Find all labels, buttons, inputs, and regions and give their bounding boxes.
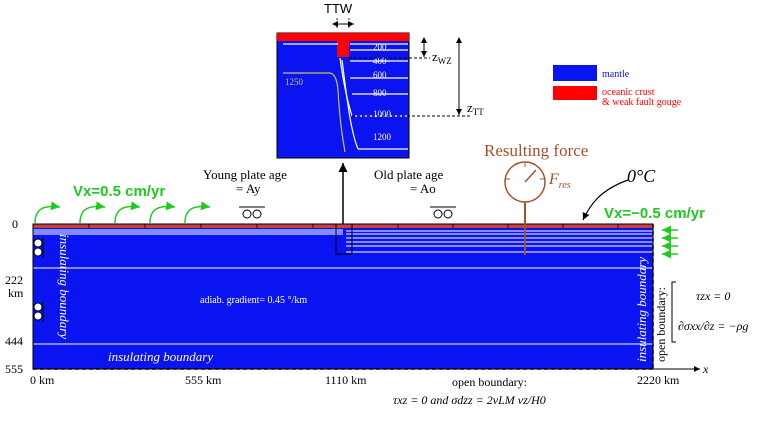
resulting-force-label: Resulting force: [484, 141, 588, 160]
bottom-open-boundary-label: open boundary:: [452, 375, 527, 389]
right-boundary-label-bg: [654, 262, 668, 364]
legend-crust-label-1: oceanic crust: [602, 87, 655, 98]
isotherm-label-800: 800: [373, 88, 387, 98]
right-open-boundary-label: open boundary:: [654, 287, 668, 362]
isotherm-label-200: 200: [373, 42, 387, 52]
model-domain: [32, 223, 654, 370]
fres-label: Fres: [548, 171, 571, 191]
x-tick-555: 555 km: [185, 373, 222, 387]
legend-crust-swatch: [553, 86, 597, 100]
old-plate-label-1: Old plate age: [374, 167, 444, 182]
isotherm-label-400: 400: [373, 56, 387, 66]
vx-right-label: Vx=−0.5 cm/yr: [604, 205, 705, 222]
legend-mantle-label: mantle: [602, 69, 630, 80]
x-tick-0: 0 km: [30, 373, 55, 387]
surface-temp-label: 0°C: [627, 166, 656, 186]
y-tick-222: 222: [5, 273, 23, 287]
legend-crust-label-2: & weak fault gouge: [602, 97, 682, 108]
y-unit-km: km: [8, 286, 24, 300]
right-insulating-label: insulating boundary: [634, 257, 649, 362]
x-tick-2220: 2220 km: [637, 373, 680, 387]
x-tick-1110: 1110 km: [325, 373, 367, 387]
ttw-label: TTW: [324, 1, 353, 16]
old-plate-isotherms: [346, 230, 653, 253]
top-roller-supports: [239, 206, 456, 219]
bottom-boundary-condition: τxz = 0 and σdzz = 2νLM vz/H0: [393, 393, 546, 407]
inset-panel: 200 400 600 800 1000 1200 1250 TTW zWZ z…: [276, 1, 484, 159]
legend: mantle oceanic crust & weak fault gouge: [553, 65, 682, 108]
zwz-label: zWZ: [432, 49, 452, 66]
young-plate-label-1: Young plate age: [203, 167, 287, 182]
right-condition-2: ∂σxx/∂z = −ρg: [678, 319, 748, 333]
isotherm-label-1000: 1000: [373, 109, 392, 119]
y-tick-555: 555: [5, 362, 23, 376]
inset-isotherm-1250: [283, 72, 346, 153]
bottom-insulating-label: insulating boundary: [108, 349, 213, 364]
model-mantle: [33, 226, 653, 369]
x-axis-label: x: [702, 362, 709, 376]
legend-mantle-swatch: [553, 65, 597, 81]
right-condition-bracket: [671, 281, 676, 343]
left-roller-supports: [32, 235, 44, 322]
young-plate-label-2: = Ay: [236, 181, 261, 196]
left-insulating-label: insulating boundary: [57, 234, 72, 339]
inset-isotherms: [283, 43, 408, 150]
y-tick-444: 444: [5, 334, 23, 348]
left-velocity-arrows: [34, 201, 211, 224]
y-tick-0: 0: [12, 217, 18, 231]
right-condition-1: τzx = 0: [696, 289, 730, 303]
old-plate-label-2: = Ao: [410, 181, 436, 196]
vx-left-label: Vx=0.5 cm/yr: [73, 183, 165, 200]
young-plate-isotherms: [33, 229, 343, 235]
ztt-label: zTT: [467, 100, 484, 117]
inset-weak-zone: [337, 33, 349, 57]
model-crust: [33, 224, 653, 228]
isotherm-label-1200: 1200: [373, 132, 392, 142]
surface-temp-arrow: [582, 179, 629, 221]
gauge-needle: [524, 169, 537, 183]
adiabatic-gradient-label: adiab. gradient= 0.45 °/km: [200, 295, 307, 306]
isotherm-label-600: 600: [373, 70, 387, 80]
right-velocity-arrows: [662, 225, 678, 259]
isotherm-label-1250: 1250: [285, 77, 304, 87]
top-ticks: [88, 224, 619, 228]
force-gauge: Resulting force Fres: [484, 141, 588, 255]
